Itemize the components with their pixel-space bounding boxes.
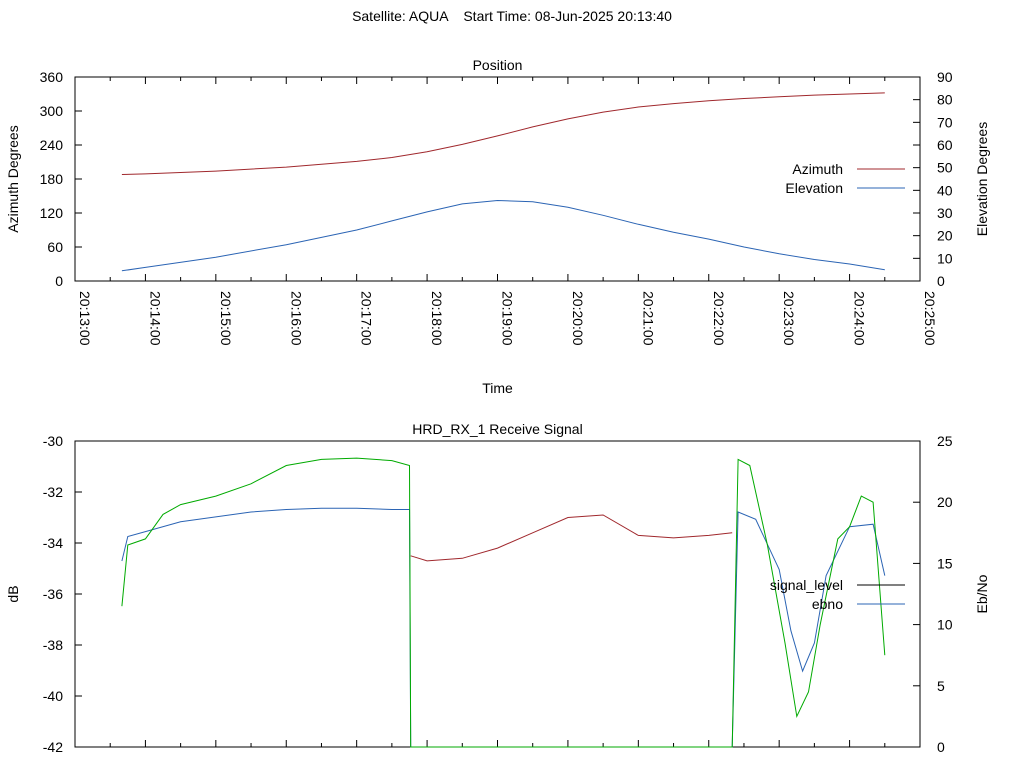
y-tick-label: 240 xyxy=(40,137,64,153)
y2-tick-label: 70 xyxy=(937,114,953,130)
chart-panel-2: HRD_RX_1 Receive Signal -42 -40 -38 -36 -34 -3… xyxy=(5,421,990,755)
chart-main-title: Satellite: AQUA Start Time: 08-Jun-2025 … xyxy=(352,8,672,24)
y-tick-label: 180 xyxy=(40,171,64,187)
y-tick-label: 0 xyxy=(55,273,63,289)
x-tick-label: 20:22:00 xyxy=(711,291,727,346)
chart-title: HRD_RX_1 Receive Signal xyxy=(412,421,582,437)
plot-frame xyxy=(74,76,921,282)
y-tick-label: -34 xyxy=(43,535,63,551)
y2-tick-label: 25 xyxy=(937,433,953,449)
y-tick-label: -40 xyxy=(43,688,63,704)
y2-tick-label: 15 xyxy=(937,555,953,571)
y-tick-label: 360 xyxy=(40,69,64,85)
series-line-unlabeled xyxy=(410,514,733,562)
series-line-unlabeled xyxy=(121,457,886,748)
x-axis-label: Time xyxy=(482,380,513,396)
y2-tick-label: 50 xyxy=(937,160,953,176)
chart-title: Position xyxy=(473,57,523,73)
chart-panel-1: Position 0 60 120 180 240 300 360 0 10 20 30 40 50 60 7… xyxy=(5,57,990,396)
x-tick-label: 20:24:00 xyxy=(852,291,868,346)
y2-tick-label: 0 xyxy=(937,739,945,755)
y-tick-label: 300 xyxy=(40,103,64,119)
y2-tick-label: 40 xyxy=(937,182,953,198)
y2-tick-label: 30 xyxy=(937,205,953,221)
y-tick-label: -36 xyxy=(43,586,63,602)
y2-tick-label: 0 xyxy=(937,273,945,289)
y2-axis-label: Eb/No xyxy=(974,574,990,613)
y-tick-label: -42 xyxy=(43,739,63,755)
y-axis-label: Azimuth Degrees xyxy=(5,125,21,232)
y-axis-label: dB xyxy=(5,585,21,602)
plot-frame xyxy=(74,440,921,748)
y2-tick-label: 20 xyxy=(937,494,953,510)
x-tick-label: 20:15:00 xyxy=(218,291,234,346)
y2-tick-label: 80 xyxy=(937,92,953,108)
legend-label: signal_level xyxy=(770,577,843,593)
y2-tick-label: 60 xyxy=(937,137,953,153)
y2-tick-label: 90 xyxy=(937,69,953,85)
legend-label: Azimuth xyxy=(792,161,843,177)
series-line-azimuth xyxy=(121,92,885,175)
y2-axis-label: Elevation Degrees xyxy=(974,122,990,236)
x-tick-label: 20:13:00 xyxy=(77,291,93,346)
x-tick-label: 20:19:00 xyxy=(500,291,516,346)
x-tick-label: 20:21:00 xyxy=(640,291,656,346)
series-line-ebno xyxy=(121,507,886,748)
legend-label: ebno xyxy=(812,596,843,612)
y-tick-label: 120 xyxy=(40,205,64,221)
x-tick-label: 20:16:00 xyxy=(288,291,304,346)
y-tick-label: -30 xyxy=(43,433,63,449)
y2-tick-label: 10 xyxy=(937,617,953,633)
x-tick-label: 20:18:00 xyxy=(429,291,445,346)
y2-tick-label: 10 xyxy=(937,250,953,266)
x-tick-label: 20:14:00 xyxy=(147,291,163,346)
x-tick-label: 20:25:00 xyxy=(922,291,938,346)
y2-tick-label: 5 xyxy=(937,678,945,694)
x-tick-label: 20:17:00 xyxy=(359,291,375,346)
y-tick-label: -32 xyxy=(43,484,63,500)
y-tick-label: -38 xyxy=(43,637,63,653)
y-tick-label: 60 xyxy=(47,239,63,255)
y2-tick-label: 20 xyxy=(937,228,953,244)
x-tick-label: 20:23:00 xyxy=(781,291,797,346)
x-tick-label: 20:20:00 xyxy=(570,291,586,346)
legend-label: Elevation xyxy=(785,180,843,196)
series-line-elevation xyxy=(121,199,885,272)
